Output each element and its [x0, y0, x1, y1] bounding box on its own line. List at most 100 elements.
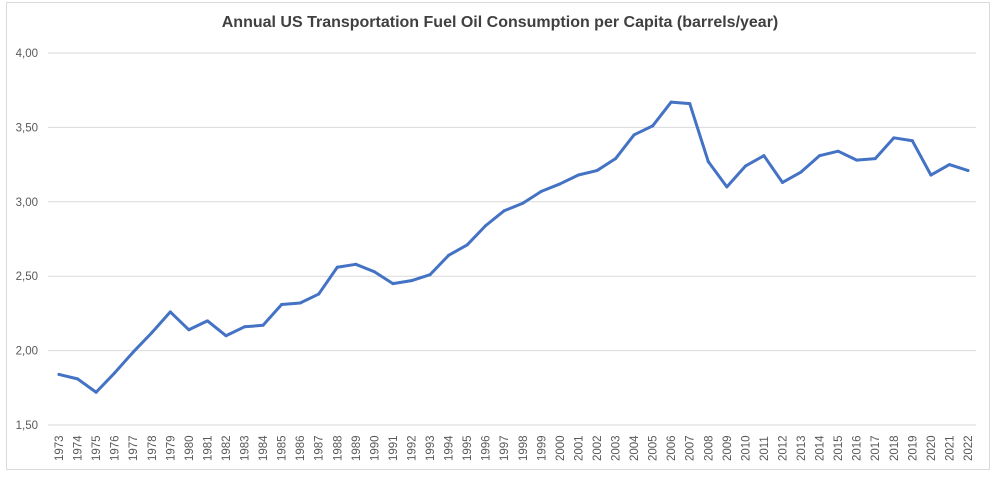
- x-tick-label: 2012: [777, 435, 789, 461]
- x-tick-label: 1982: [221, 435, 233, 461]
- data-point: [428, 273, 432, 277]
- x-tick-label: 2014: [815, 435, 827, 461]
- y-tick-label: 3,00: [16, 197, 38, 209]
- x-tick-label: 1973: [54, 435, 66, 461]
- x-tick-label: 2007: [685, 435, 697, 461]
- data-point: [447, 253, 451, 257]
- data-point: [873, 157, 877, 161]
- data-point: [391, 282, 395, 286]
- data-point: [150, 331, 154, 335]
- y-axis-tick-labels: 1,50 2,00 2,50 3,00 3,50 4,00: [16, 48, 38, 432]
- x-tick-label: 2013: [796, 435, 808, 461]
- data-point: [614, 157, 618, 161]
- x-tick-label: 1978: [147, 435, 159, 461]
- data-point: [317, 292, 321, 296]
- data-point: [780, 180, 784, 184]
- series-line: [57, 100, 970, 394]
- data-point: [187, 328, 191, 332]
- x-tick-label: 2017: [870, 435, 882, 461]
- data-point: [651, 124, 655, 128]
- data-point: [929, 173, 933, 177]
- data-point: [465, 243, 469, 247]
- data-point: [372, 270, 376, 274]
- x-tick-label: 1999: [536, 435, 548, 461]
- x-tick-label: 2019: [907, 435, 919, 461]
- x-tick-label: 1974: [73, 435, 85, 461]
- x-tick-label: 1997: [499, 435, 511, 461]
- x-tick-label: 1975: [91, 435, 103, 461]
- x-tick-label: 1991: [388, 435, 400, 461]
- x-tick-label: 2018: [889, 435, 901, 461]
- data-point: [539, 189, 543, 193]
- x-tick-label: 1983: [240, 435, 252, 461]
- y-tick-label: 1,50: [16, 420, 38, 432]
- data-point: [521, 201, 525, 205]
- y-tick-label: 2,50: [16, 271, 38, 283]
- data-point: [224, 334, 228, 338]
- y-tick-label: 3,50: [16, 122, 38, 134]
- x-tick-label: 1989: [351, 435, 363, 461]
- data-point: [762, 154, 766, 158]
- data-point: [131, 350, 135, 354]
- x-tick-label: 2004: [629, 435, 641, 461]
- data-point: [688, 102, 692, 106]
- x-tick-label: 2020: [926, 435, 938, 461]
- x-tick-label: 2015: [833, 435, 845, 461]
- data-point: [298, 301, 302, 305]
- x-tick-label: 1984: [258, 435, 270, 461]
- data-point: [855, 158, 859, 162]
- data-point: [836, 149, 840, 153]
- y-tick-label: 2,00: [16, 346, 38, 358]
- data-point: [558, 182, 562, 186]
- x-tick-label: 1990: [369, 435, 381, 461]
- chart-frame: [6, 2, 990, 470]
- data-point: [966, 169, 970, 173]
- data-point: [113, 371, 117, 375]
- series-layer: [57, 100, 970, 394]
- x-tick-label: 1993: [425, 435, 437, 461]
- x-tick-label: 1980: [184, 435, 196, 461]
- data-point: [725, 185, 729, 189]
- x-tick-label: 1981: [202, 435, 214, 461]
- x-tick-label: 1987: [314, 435, 326, 461]
- x-tick-label: 2008: [703, 435, 715, 461]
- x-tick-label: 2006: [666, 435, 678, 461]
- data-point: [409, 279, 413, 283]
- x-tick-label: 1992: [406, 435, 418, 461]
- x-tick-label: 1979: [165, 435, 177, 461]
- x-tick-label: 1986: [295, 435, 307, 461]
- x-tick-label: 1976: [110, 435, 122, 461]
- data-point: [595, 169, 599, 173]
- x-tick-label: 1995: [462, 435, 474, 461]
- data-point: [243, 325, 247, 329]
- data-point: [94, 390, 98, 394]
- data-point: [818, 154, 822, 158]
- data-point: [892, 136, 896, 140]
- x-tick-label: 2021: [944, 435, 956, 461]
- data-point: [799, 170, 803, 174]
- data-point: [669, 100, 673, 104]
- data-point: [484, 224, 488, 228]
- x-tick-label: 2016: [852, 435, 864, 461]
- data-point: [335, 265, 339, 269]
- x-tick-label: 1977: [128, 435, 140, 461]
- data-point: [280, 302, 284, 306]
- data-point: [632, 133, 636, 137]
- x-tick-label: 1998: [518, 435, 530, 461]
- data-point: [743, 164, 747, 168]
- x-tick-label: 2010: [740, 435, 752, 461]
- data-point: [261, 323, 265, 327]
- x-tick-label: 1994: [444, 435, 456, 461]
- data-point: [947, 163, 951, 167]
- x-tick-label: 1996: [481, 435, 493, 461]
- data-point: [205, 319, 209, 323]
- x-tick-label: 2003: [611, 435, 623, 461]
- y-tick-label: 4,00: [16, 48, 38, 60]
- x-tick-label: 2001: [573, 435, 585, 461]
- data-point: [910, 139, 914, 143]
- data-point: [57, 372, 61, 376]
- x-tick-label: 1985: [277, 435, 289, 461]
- x-tick-label: 2011: [759, 436, 771, 461]
- data-point: [502, 209, 506, 213]
